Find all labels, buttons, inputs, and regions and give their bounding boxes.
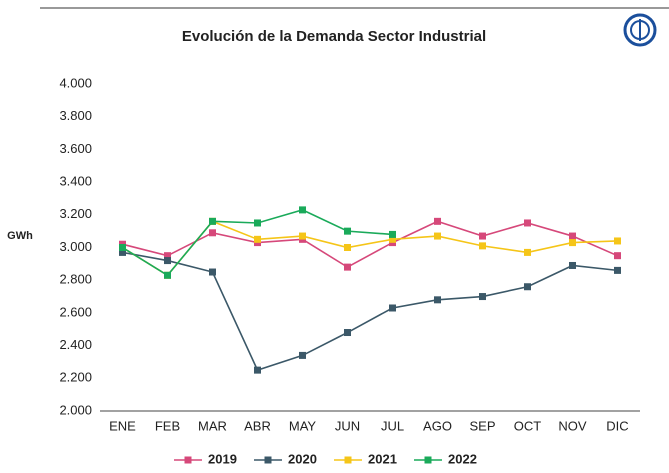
point	[344, 244, 351, 251]
y-tick-label: 2.400	[59, 337, 92, 352]
point	[389, 235, 396, 243]
y-tick-label: 3.000	[59, 239, 92, 254]
x-tick-label: ENE	[109, 418, 136, 433]
y-tick-label: 2.600	[59, 304, 92, 319]
logo	[623, 13, 657, 47]
point	[254, 219, 261, 227]
y-tick-label: 4.000	[59, 75, 92, 90]
point	[569, 261, 576, 269]
x-tick-label: ABR	[244, 418, 271, 433]
x-tick-label: FEB	[155, 418, 180, 433]
point	[569, 239, 576, 247]
point	[479, 293, 486, 301]
x-tick-label: SEP	[469, 418, 495, 433]
point	[524, 219, 531, 227]
point	[209, 268, 216, 276]
point	[299, 232, 306, 240]
point	[524, 283, 531, 291]
legend-marker	[424, 456, 432, 464]
x-tick-label: DIC	[606, 418, 628, 433]
point	[479, 242, 486, 250]
point	[434, 296, 441, 304]
x-tick-label: JUL	[381, 418, 404, 433]
legend-label: 2019	[208, 451, 237, 466]
y-tick-label: 3.800	[59, 108, 92, 123]
point	[254, 235, 261, 243]
y-tick-label: 2.000	[59, 402, 92, 417]
point	[164, 257, 171, 265]
point	[344, 227, 351, 235]
x-tick-label: OCT	[514, 418, 542, 433]
point	[434, 232, 441, 240]
legend-marker	[344, 456, 352, 464]
point	[119, 248, 126, 256]
point	[254, 366, 261, 374]
point	[614, 266, 621, 274]
series-line	[122, 251, 618, 372]
legend-label: 2022	[448, 451, 477, 466]
point	[299, 206, 306, 214]
legend-marker	[184, 456, 192, 464]
x-tick-label: NOV	[558, 418, 587, 433]
point	[299, 351, 306, 359]
legend-label: 2021	[368, 451, 397, 466]
point	[389, 230, 396, 238]
point	[389, 304, 396, 312]
point	[524, 248, 531, 256]
legend-label: 2020	[288, 451, 317, 466]
point	[479, 232, 486, 240]
point	[614, 237, 621, 245]
x-tick-label: MAY	[289, 418, 317, 433]
point	[344, 263, 351, 271]
legend-marker	[264, 456, 272, 464]
point	[614, 252, 621, 260]
x-tick-label: AGO	[423, 418, 452, 433]
y-tick-label: 2.800	[59, 272, 92, 287]
point	[164, 252, 171, 260]
x-tick-label: MAR	[198, 418, 227, 433]
y-axis-label: GWh	[7, 230, 33, 242]
point	[164, 271, 171, 279]
y-tick-label: 3.400	[59, 174, 92, 189]
y-tick-label: 2.200	[59, 370, 92, 385]
point	[569, 232, 576, 240]
x-tick-label: JUN	[335, 418, 360, 433]
point	[344, 329, 351, 337]
point	[209, 229, 216, 237]
point	[434, 217, 441, 225]
y-tick-label: 3.600	[59, 141, 92, 156]
point	[209, 217, 216, 225]
chart-title: Evolución de la Demanda Sector Industria…	[182, 28, 486, 45]
y-tick-label: 3.200	[59, 206, 92, 221]
point	[119, 244, 126, 251]
series-line	[122, 220, 618, 269]
